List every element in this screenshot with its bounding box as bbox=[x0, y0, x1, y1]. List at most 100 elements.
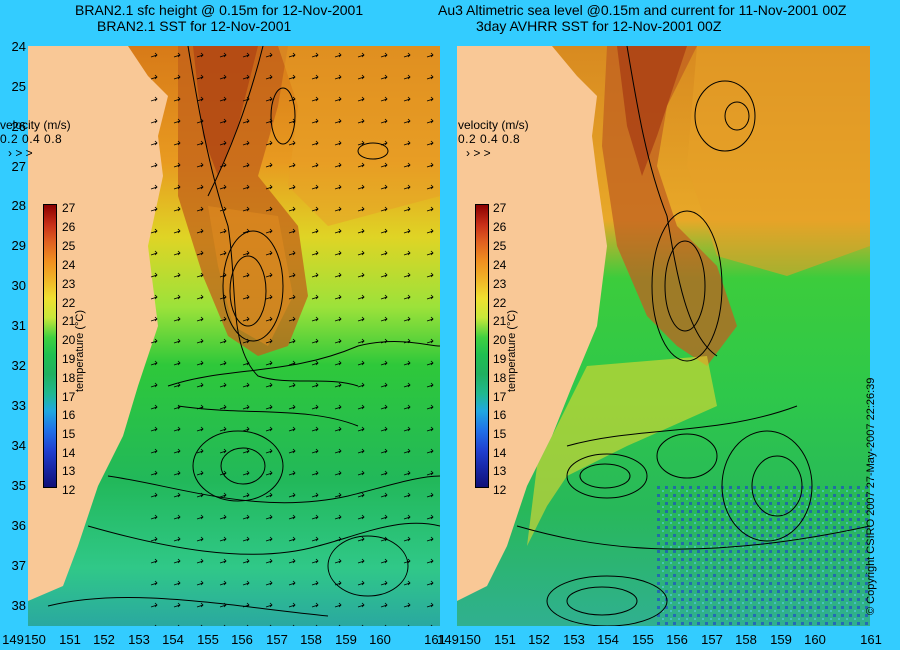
australia-coast-left bbox=[28, 46, 168, 601]
x-label: 149 bbox=[2, 632, 24, 647]
x-label: 153 bbox=[563, 632, 585, 647]
x-label: 151 bbox=[59, 632, 81, 647]
colorbar-label: 27 bbox=[493, 201, 507, 215]
colorbar-label: 15 bbox=[62, 427, 76, 441]
y-label: 35 bbox=[11, 478, 26, 493]
left-panel-title: BRAN2.1 sfc height @ 0.15m for 12-Nov-20… bbox=[75, 2, 363, 34]
left-title-line1: BRAN2.1 sfc height @ 0.15m for 12-Nov-20… bbox=[75, 2, 364, 18]
velocity-legend-title: velocity (m/s) bbox=[458, 118, 529, 132]
y-label: 26 bbox=[11, 119, 26, 134]
y-label: 30 bbox=[11, 278, 26, 293]
colorbar-label: 21 bbox=[493, 314, 507, 328]
colorbar-label: 27 bbox=[62, 201, 76, 215]
y-label: 34 bbox=[11, 438, 26, 453]
y-label: 28 bbox=[11, 198, 26, 213]
x-label: 150 bbox=[24, 632, 46, 647]
colorbar-label: 15 bbox=[493, 427, 507, 441]
colorbar-label: 24 bbox=[493, 258, 507, 272]
y-label: 37 bbox=[11, 558, 26, 573]
copyright-notice: © Copyright CSIRO 2007 27-May-2007 22:26… bbox=[865, 377, 877, 615]
colorbar-label: 26 bbox=[493, 220, 507, 234]
sea-level-contours-left bbox=[47, 46, 440, 617]
velocity-legend-arrows: › > > bbox=[466, 146, 491, 160]
colorbar-label: 12 bbox=[62, 483, 76, 497]
y-label: 24 bbox=[11, 39, 26, 54]
colorbar-label: 17 bbox=[62, 390, 76, 404]
y-label: 32 bbox=[11, 358, 26, 373]
colorbar-label: 23 bbox=[493, 277, 507, 291]
x-label: 157 bbox=[266, 632, 288, 647]
colorbar-label: 14 bbox=[493, 446, 507, 460]
x-label: 152 bbox=[528, 632, 550, 647]
x-label: 154 bbox=[162, 632, 184, 647]
x-label: 161 bbox=[424, 632, 446, 647]
colorbar-label: 19 bbox=[62, 352, 76, 366]
colorbar-label: 25 bbox=[62, 239, 76, 253]
x-label: 152 bbox=[93, 632, 115, 647]
colorbar-label: 17 bbox=[493, 390, 507, 404]
left-title-line2: BRAN2.1 SST for 12-Nov-2001 bbox=[97, 18, 292, 34]
x-label: 158 bbox=[735, 632, 757, 647]
x-label: 156 bbox=[666, 632, 688, 647]
x-label: 150 bbox=[459, 632, 481, 647]
colorbar-label: 20 bbox=[493, 333, 507, 347]
x-label: 151 bbox=[494, 632, 516, 647]
y-label: 31 bbox=[11, 318, 26, 333]
right-sst-map bbox=[457, 46, 870, 626]
colorbar-label: 18 bbox=[493, 371, 507, 385]
colorbar-label: 22 bbox=[493, 296, 507, 310]
colorbar-label: 13 bbox=[62, 464, 76, 478]
x-label: 159 bbox=[335, 632, 357, 647]
x-label: 155 bbox=[632, 632, 654, 647]
colorbar-label: 21 bbox=[62, 314, 76, 328]
colorbar-label: 24 bbox=[62, 258, 76, 272]
velocity-legend-left: velocity (m/s) 0.2 0.4 0.8 › > > bbox=[0, 118, 71, 160]
x-label: 160 bbox=[804, 632, 826, 647]
x-label: 160 bbox=[369, 632, 391, 647]
y-label: 38 bbox=[11, 598, 26, 613]
colorbar-title-right: temperature (°C) bbox=[506, 309, 518, 393]
x-label: 156 bbox=[231, 632, 253, 647]
right-title-line2: 3day AVHRR SST for 12-Nov-2001 00Z bbox=[476, 18, 722, 34]
x-label: 154 bbox=[597, 632, 619, 647]
left-sst-map bbox=[28, 46, 440, 626]
y-label: 25 bbox=[11, 79, 26, 94]
left-map-panel bbox=[28, 46, 440, 626]
y-label: 27 bbox=[11, 159, 26, 174]
colorbar-label: 12 bbox=[493, 483, 507, 497]
x-label: 157 bbox=[701, 632, 723, 647]
colorbar-title-left: temperature (°C) bbox=[74, 309, 86, 393]
temperature-colorbar-right bbox=[475, 204, 489, 488]
sea-level-contours-right bbox=[516, 46, 870, 626]
colorbar-label: 22 bbox=[62, 296, 76, 310]
colorbar-label: 18 bbox=[62, 371, 76, 385]
colorbar-label: 25 bbox=[493, 239, 507, 253]
temperature-colorbar-left bbox=[43, 204, 57, 488]
y-label: 36 bbox=[11, 518, 26, 533]
x-label: 159 bbox=[770, 632, 792, 647]
right-panel-title: Au3 Altimetric sea level @0.15m and curr… bbox=[438, 2, 846, 34]
colorbar-label: 23 bbox=[62, 277, 76, 291]
velocity-legend-values: 0.2 0.4 0.8 bbox=[0, 132, 63, 146]
x-label: 153 bbox=[128, 632, 150, 647]
right-title-line1: Au3 Altimetric sea level @0.15m and curr… bbox=[438, 2, 847, 18]
y-label: 33 bbox=[11, 398, 26, 413]
right-map-panel bbox=[457, 46, 870, 626]
velocity-legend-arrows: › > > bbox=[8, 146, 33, 160]
velocity-legend-right: velocity (m/s) 0.2 0.4 0.8 › > > bbox=[458, 118, 529, 160]
x-label: 149 bbox=[437, 632, 459, 647]
x-label: 155 bbox=[197, 632, 219, 647]
australia-coast-right bbox=[457, 46, 607, 601]
colorbar-label: 16 bbox=[493, 408, 507, 422]
velocity-legend-title: velocity (m/s) bbox=[0, 118, 71, 132]
y-label: 29 bbox=[11, 238, 26, 253]
colorbar-label: 13 bbox=[493, 464, 507, 478]
colorbar-label: 20 bbox=[62, 333, 76, 347]
x-label: 158 bbox=[300, 632, 322, 647]
x-label: 161 bbox=[860, 632, 882, 647]
colorbar-label: 14 bbox=[62, 446, 76, 460]
colorbar-label: 16 bbox=[62, 408, 76, 422]
colorbar-label: 26 bbox=[62, 220, 76, 234]
velocity-legend-values: 0.2 0.4 0.8 bbox=[458, 132, 521, 146]
colorbar-label: 19 bbox=[493, 352, 507, 366]
